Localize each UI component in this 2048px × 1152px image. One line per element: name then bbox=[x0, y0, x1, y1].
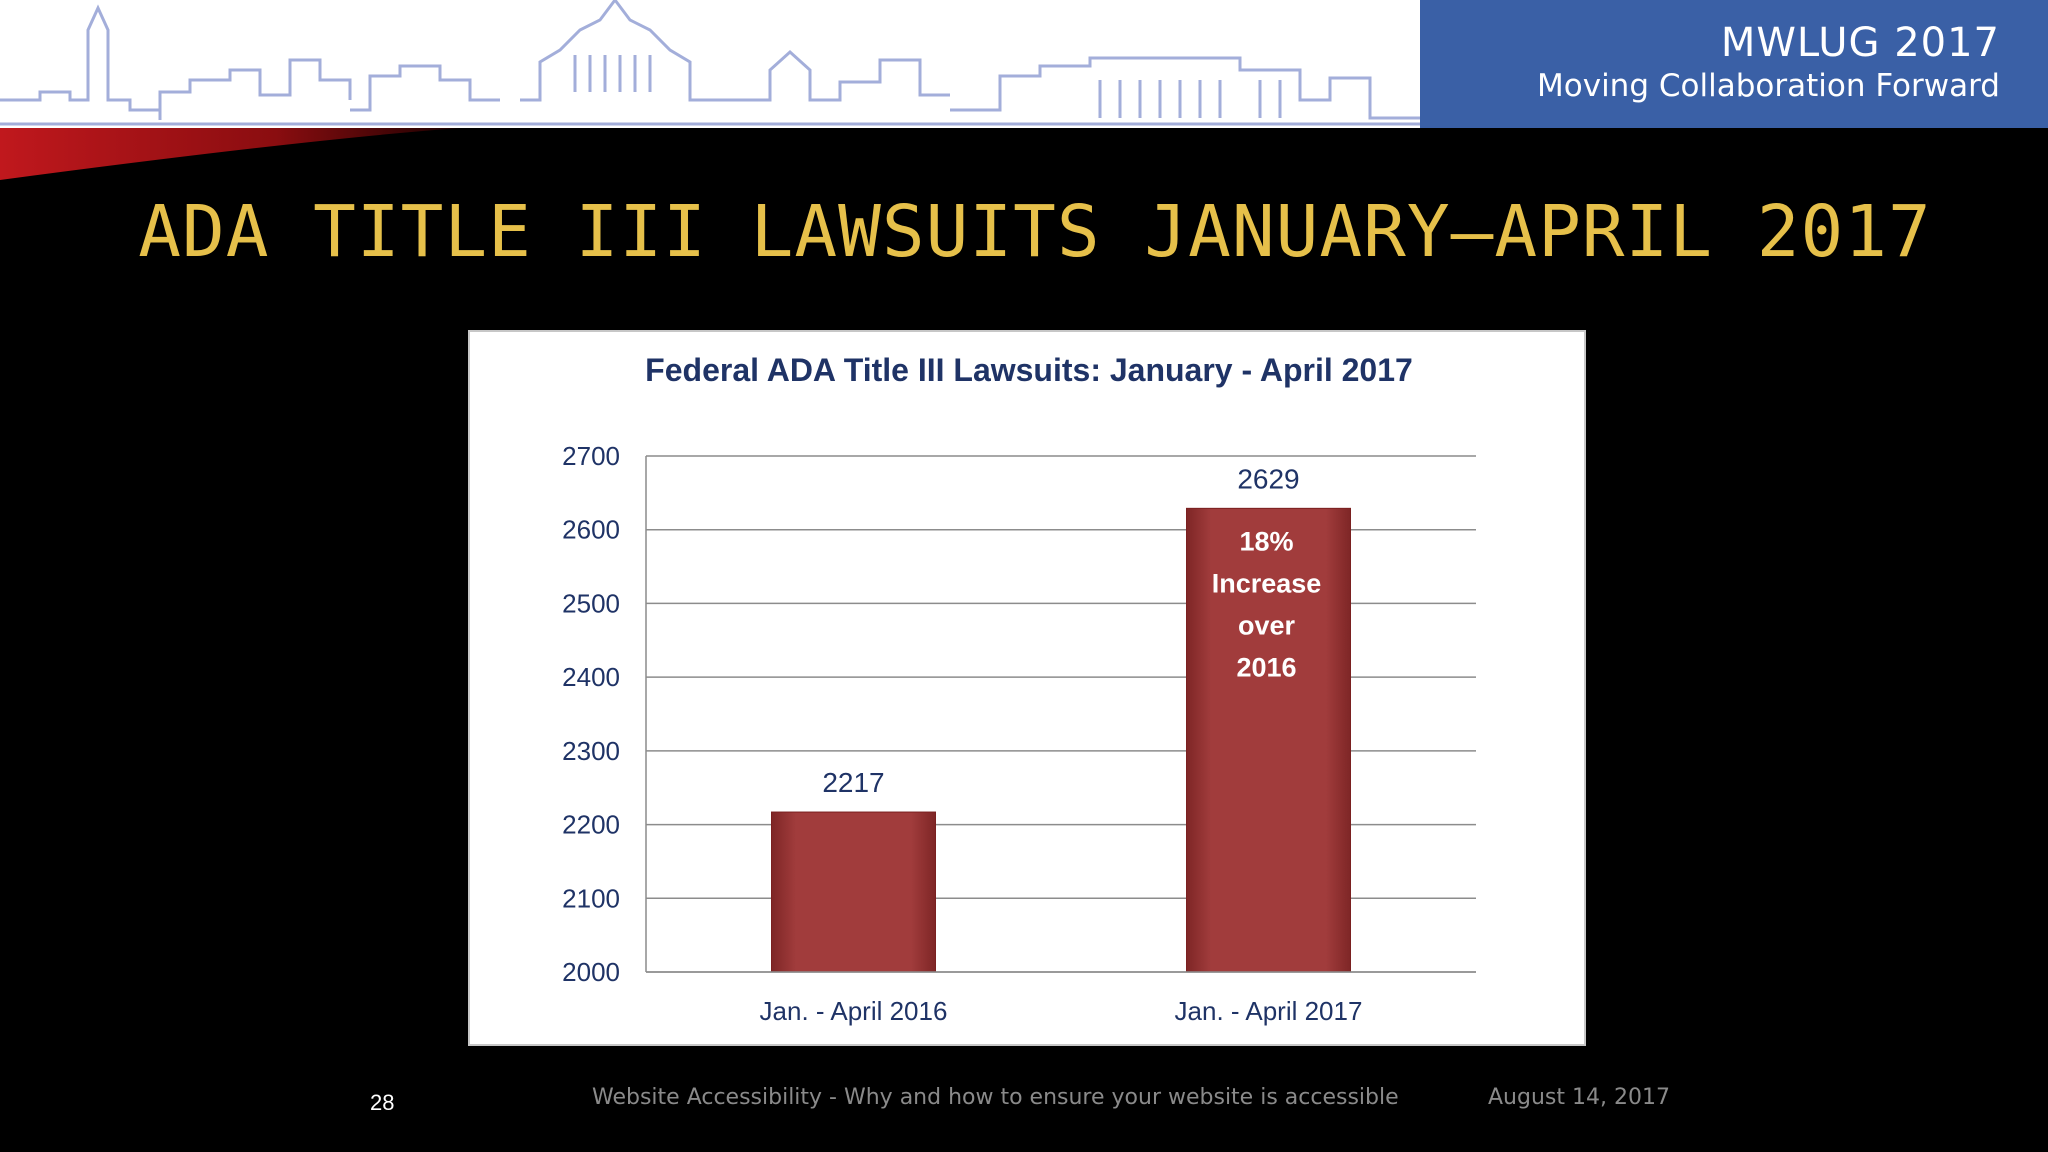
bar-annotation-text: 18% bbox=[1239, 526, 1293, 556]
bar-annotation-text: over bbox=[1238, 610, 1296, 640]
y-tick-label: 2400 bbox=[562, 662, 620, 692]
x-tick-label: Jan. - April 2016 bbox=[760, 996, 948, 1026]
header-banner: MWLUG 2017 Moving Collaboration Forward bbox=[0, 0, 2048, 180]
y-tick-label: 2700 bbox=[562, 441, 620, 471]
bar bbox=[771, 811, 936, 973]
bar-value-label: 2217 bbox=[822, 767, 884, 798]
bar-chart: 2000 2100 2200 2300 2400 2500 2600 2700 2217 Jan.… bbox=[562, 441, 1476, 1026]
y-tick-label: 2500 bbox=[562, 588, 620, 618]
y-tick-label: 2000 bbox=[562, 957, 620, 987]
footer-date: August 14, 2017 bbox=[1488, 1085, 1670, 1110]
bar bbox=[1186, 507, 1351, 973]
y-tick-label: 2200 bbox=[562, 810, 620, 840]
brand-title: MWLUG 2017 bbox=[1720, 20, 2000, 66]
bar-annotation-text: Increase bbox=[1212, 568, 1322, 598]
bar-value-label: 2629 bbox=[1237, 463, 1299, 494]
chart-title: Federal ADA Title III Lawsuits: January … bbox=[645, 352, 1413, 388]
y-tick-label: 2100 bbox=[562, 883, 620, 913]
brand-subtitle: Moving Collaboration Forward bbox=[1537, 68, 2000, 104]
city-skyline-illustration bbox=[0, 0, 1420, 128]
slide-title: ADA TITLE III LAWSUITS JANUARY–APRIL 201… bbox=[138, 190, 1932, 273]
red-swoosh-decoration bbox=[0, 128, 460, 180]
skyline-icon bbox=[0, 0, 1420, 126]
footer-presentation-title: Website Accessibility - Why and how to e… bbox=[592, 1085, 1399, 1110]
x-tick-label: Jan. - April 2017 bbox=[1175, 996, 1363, 1026]
chart-panel: Federal ADA Title III Lawsuits: January … bbox=[468, 330, 1586, 1046]
page-number: 28 bbox=[370, 1090, 395, 1115]
bar-annotation-text: 2016 bbox=[1236, 652, 1296, 682]
y-tick-label: 2600 bbox=[562, 515, 620, 545]
brand-box: MWLUG 2017 Moving Collaboration Forward bbox=[1420, 0, 2048, 128]
y-tick-label: 2300 bbox=[562, 736, 620, 766]
